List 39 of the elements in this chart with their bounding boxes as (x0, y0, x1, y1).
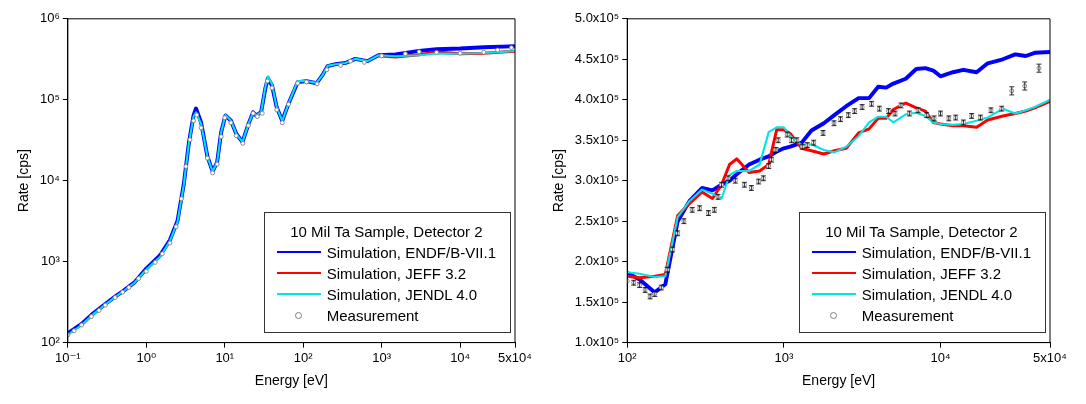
legend-title: 10 Mil Ta Sample, Detector 2 (824, 221, 1019, 242)
legend-label: Simulation, JEFF 3.2 (326, 263, 466, 284)
x-axis-title: Energy [eV] (254, 372, 328, 389)
legend-label: Simulation, JENDL 4.0 (861, 284, 1013, 305)
y-tick-label: 4.5x10⁵ (574, 50, 620, 66)
y-tick-label: 2.0x10⁵ (574, 253, 620, 269)
x-tick-label: 10¹ (215, 349, 235, 365)
y-tick-label: 3.0x10⁵ (574, 172, 620, 188)
x-tick-label: 10² (293, 349, 314, 365)
legend-label: Simulation, ENDF/B-VII.1 (326, 242, 496, 263)
x-tick-label: 5x10⁴ (1033, 349, 1067, 365)
x-tick-label: 10⁴ (450, 349, 471, 365)
x-tick-label: 5x10⁴ (498, 349, 532, 365)
y-tick-label: 10² (41, 334, 61, 350)
y-tick-label: 1.5x10⁵ (574, 293, 620, 309)
x-tick-label: 10³ (774, 349, 794, 365)
x-tick-label: 10⁰ (136, 349, 157, 365)
y-tick-label: 3.5x10⁵ (574, 131, 620, 147)
x-tick-label: 10³ (372, 349, 392, 365)
y-axis-title: Rate [cps] (15, 149, 32, 213)
y-tick-label: 10⁶ (40, 10, 60, 26)
y-tick-label: 2.5x10⁵ (574, 212, 620, 228)
legend-label: Simulation, JEFF 3.2 (861, 263, 1001, 284)
y-tick-label: 10⁵ (39, 91, 60, 107)
x-tick-label: 10⁻¹ (55, 349, 82, 365)
legend-label: Measurement (326, 305, 419, 326)
x-tick-label: 10² (617, 349, 638, 365)
y-axis-title: Rate [cps] (550, 149, 567, 213)
legend-label: Simulation, ENDF/B-VII.1 (861, 242, 1031, 263)
y-tick-label: 1.0x10⁵ (574, 334, 620, 350)
y-tick-label: 5.0x10⁵ (574, 10, 620, 26)
legend-title: 10 Mil Ta Sample, Detector 2 (289, 221, 484, 242)
legend-label: Measurement (861, 305, 954, 326)
y-tick-label: 10³ (41, 253, 61, 269)
y-tick-label: 4.0x10⁵ (574, 91, 620, 107)
y-tick-label: 10⁴ (39, 172, 60, 188)
x-axis-title: Energy [eV] (802, 372, 876, 389)
legend-label: Simulation, JENDL 4.0 (326, 284, 478, 305)
x-tick-label: 10⁴ (930, 349, 951, 365)
